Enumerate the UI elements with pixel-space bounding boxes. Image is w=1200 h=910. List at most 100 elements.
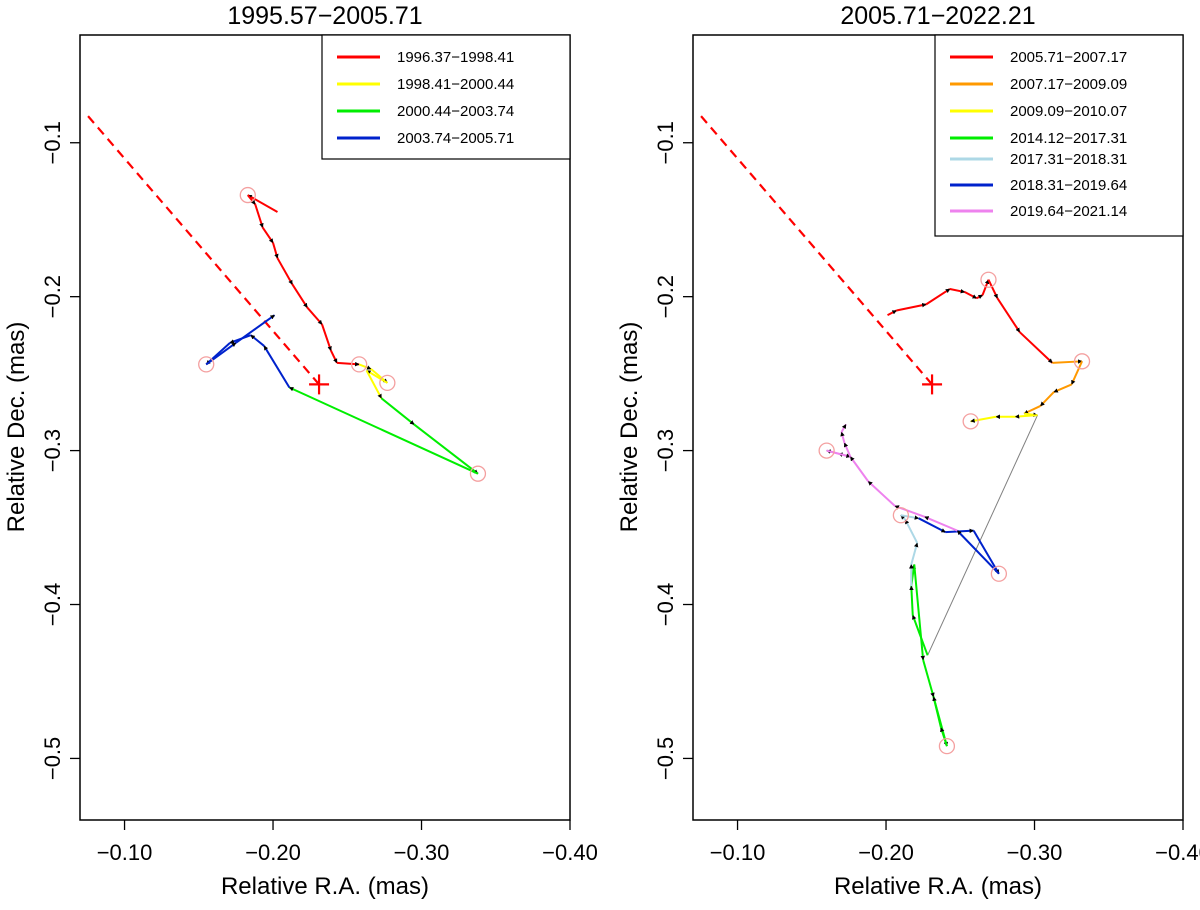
trajectory-segment [1070,360,1083,385]
trajectory-segment [940,727,948,747]
plot-area [696,111,1091,755]
epoch-marker-circle [990,565,1008,582]
axes: −0.10 −0.20 −0.30 −0.40 −0.1 −0.2 −0.3 −0.4 −0.5 [653,121,1200,865]
trajectory-segment [976,294,984,300]
legend-entry: 2009.09−2010.07 [950,103,1127,120]
axes: −0.10 −0.20 −0.30 −0.40 −0.1 −0.2 −0.3 −0.4 −0.5 [40,121,598,865]
trajectory-segment [922,659,935,698]
trajectory-segment [913,564,926,661]
trajectory-segment [1023,405,1041,415]
y-tick-label: −0.4 [40,583,65,626]
legend-label: 2014.12−2017.31 [1010,130,1127,147]
y-tick-label: −0.2 [653,275,678,318]
epoch-gap-connector [927,414,1038,656]
trajectory-series [918,517,1000,575]
y-tick-label: −0.3 [653,429,678,472]
legend-label: 1998.41−2000.44 [397,76,514,93]
legend-entry: 1998.41−2000.44 [337,76,514,93]
core-marker [922,374,943,395]
y-tick-label: −0.3 [40,429,65,472]
epoch-marker-circle [239,186,256,204]
trajectory-segment [896,302,927,312]
trajectory-segment [987,279,999,299]
x-tick-label: −0.40 [1155,840,1200,865]
legend-entry: 2007.17−2009.09 [950,76,1127,93]
trajectory-segment [254,204,264,228]
legend-entry: 2017.31−2018.31 [950,151,1127,168]
trajectory-series [1023,359,1083,415]
x-axis-label: Relative R.A. (mas) [221,873,429,900]
trajectory-segment [843,442,852,458]
trajectory-segment [321,324,332,351]
core-marker [309,374,330,395]
trajectory-segment [365,370,383,399]
trajectory-segment [291,283,309,308]
trajectory-segment [276,257,294,285]
trajectory-segment [413,423,479,475]
y-tick-label: −0.5 [653,737,678,780]
epoch-marker-circle [962,413,979,430]
legend-label: 2005.71−2007.17 [1010,49,1127,66]
trajectory-segment [826,449,851,458]
trajectory-segment [235,314,276,344]
trajectory-segment [925,288,951,306]
trajectory-segment [272,242,279,259]
epoch-marker-circle [938,737,956,755]
y-tick-label: −0.4 [653,583,678,626]
x-tick-label: −0.30 [1007,840,1063,865]
epoch-marker-circle [379,374,396,392]
trajectory-segment [336,361,360,367]
legend-label: 2019.64−2021.14 [1010,203,1127,220]
legend-entry: 2005.71−2007.17 [950,49,1127,66]
legend-label: 2000.44−2003.74 [397,103,514,120]
trajectory-segment [924,515,958,532]
y-tick-label: −0.2 [40,275,65,318]
trajectory-segment [964,291,978,300]
jet-direction-line [696,111,933,386]
trajectory-segment [250,334,265,347]
epoch-marker-circle [351,356,368,373]
plot-area [83,111,487,482]
jet-direction-line [83,111,320,386]
x-axis-label: Relative R.A. (mas) [834,873,1042,900]
legend: 2005.71−2007.17 2007.17−2009.09 2009.09−… [934,34,1184,237]
trajectory-segment [247,194,278,213]
legend-entry: 2000.44−2003.74 [337,103,514,120]
legend-entry: 1996.37−1998.41 [337,49,514,66]
epoch-marker-circle [892,507,910,524]
trajectory-segment [261,226,274,244]
trajectory-segment [887,309,897,317]
x-tick-label: −0.10 [710,840,766,865]
trajectory-segment [904,519,919,544]
legend-entry: 2019.64−2021.14 [950,203,1127,220]
trajectory-segment [840,423,847,433]
trajectory-series [970,412,1038,423]
legend-label: 2007.17−2009.09 [1010,76,1127,93]
x-tick-label: −0.20 [245,840,301,865]
trajectory-segment [247,194,256,205]
trajectory-segment [932,696,942,728]
trajectory-segment [1053,383,1073,394]
trajectory-series [887,279,1054,364]
legend-box [934,34,1184,237]
legend-label: 2003.74−2005.71 [397,130,514,147]
right-panel: 2005.71−2022.21 −0.10−0.20−0.30−0.40−0.1… [616,2,1200,900]
trajectory-segment [358,363,372,370]
legend-label: 2018.31−2019.64 [1010,177,1127,194]
trajectory-segment [910,542,919,565]
x-tick-label: −0.30 [394,840,450,865]
trajectory-segment [972,530,1000,575]
trajectory-series [205,314,291,388]
x-tick-label: −0.40 [542,840,598,865]
panel-title: 1995.57−2005.71 [227,2,422,30]
trajectory-segment [366,369,388,384]
y-axis-label: Relative Dec. (mas) [616,322,643,533]
y-tick-label: −0.5 [40,737,65,780]
legend-label: 2009.09−2010.07 [1010,103,1127,120]
legend: 1996.37−1998.41 1998.41−2000.44 2000.44−… [321,34,571,160]
trajectory-segment [996,297,1021,333]
trajectory-segment [330,350,338,364]
x-tick-label: −0.10 [97,840,153,865]
legend-entry: 2003.74−2005.71 [337,130,514,147]
